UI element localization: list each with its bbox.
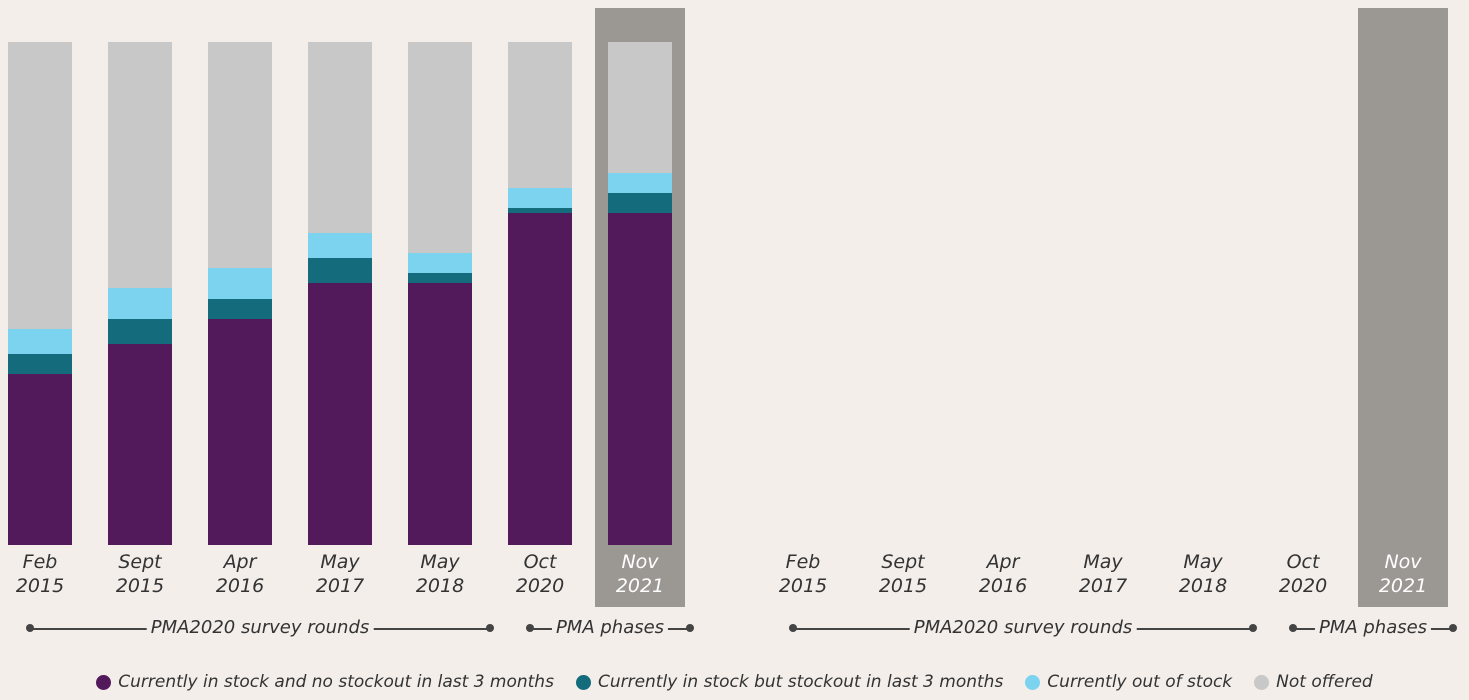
group-dot	[526, 624, 534, 632]
legend-label: Not offered	[1276, 672, 1373, 692]
bar-segment	[408, 283, 472, 545]
group-dot	[1449, 624, 1457, 632]
bar-segment	[508, 42, 572, 188]
legend-label: Currently in stock and no stockout in la…	[118, 672, 554, 692]
bar-segment	[608, 172, 672, 193]
bar-segment	[608, 213, 672, 545]
bar-segment	[108, 288, 172, 319]
x-tick-label: Nov 2021	[1378, 551, 1428, 597]
group-dot	[789, 624, 797, 632]
bar-segment	[208, 318, 272, 545]
x-tick-label: Oct 2020	[515, 551, 565, 597]
legend-label: Currently out of stock	[1047, 672, 1233, 692]
group-dot	[686, 624, 694, 632]
bar-segment	[8, 328, 72, 354]
bar-segment	[108, 343, 172, 545]
x-tick-label: Sept 2015	[878, 551, 928, 597]
legend-label: Currently in stock but stockout in last …	[597, 672, 1004, 692]
bar-segment	[508, 213, 572, 545]
legend-swatch	[96, 674, 112, 690]
x-tick-label: Nov 2021	[615, 551, 665, 597]
group-label: PMA2020 survey rounds	[909, 616, 1137, 640]
x-tick-label: Oct 2020	[1278, 551, 1328, 597]
x-tick-label: Feb 2015	[15, 551, 65, 597]
group-label: PMA phases	[1314, 616, 1432, 640]
group-dot	[26, 624, 34, 632]
bar-segment	[408, 42, 472, 254]
legend-item: Currently in stock but stockout in last …	[575, 672, 1004, 692]
bar-segment	[208, 42, 272, 269]
bar-segment	[108, 318, 172, 344]
x-tick-label: May 2017	[315, 551, 365, 597]
legend-item: Not offered	[1254, 672, 1373, 692]
x-tick-label: May 2018	[1178, 551, 1228, 597]
group-label: PMA2020 survey rounds	[146, 616, 374, 640]
legend-item: Currently in stock and no stockout in la…	[96, 672, 554, 692]
legend-item: Currently out of stock	[1025, 672, 1232, 692]
bar-segment	[8, 353, 72, 374]
x-tick-label: Apr 2016	[978, 551, 1028, 597]
group-dot	[486, 624, 494, 632]
highlight	[1358, 8, 1448, 607]
bar-segment	[308, 42, 372, 234]
legend-swatch	[1254, 674, 1270, 690]
bar-segment	[608, 42, 672, 173]
x-tick-label: Sept 2015	[115, 551, 165, 597]
bar-segment	[408, 273, 472, 284]
group-label: PMA phases	[551, 616, 669, 640]
x-tick-label: May 2018	[415, 551, 465, 597]
legend: Currently in stock and no stockout in la…	[0, 672, 1469, 692]
bar-segment	[308, 233, 372, 259]
legend-swatch	[1025, 674, 1041, 690]
bar-segment	[508, 187, 572, 208]
x-tick-label: Apr 2016	[215, 551, 265, 597]
bar-segment	[308, 283, 372, 545]
bar-segment	[508, 207, 572, 213]
group-dot	[1249, 624, 1257, 632]
bar-segment	[8, 42, 72, 329]
x-tick-label: Feb 2015	[778, 551, 828, 597]
bar-segment	[208, 298, 272, 319]
bar-segment	[108, 42, 172, 289]
bar-segment	[608, 192, 672, 213]
group-dot	[1289, 624, 1297, 632]
bar-segment	[8, 373, 72, 545]
bar-segment	[308, 258, 372, 284]
x-tick-label: May 2017	[1078, 551, 1128, 597]
bar-segment	[208, 268, 272, 299]
legend-swatch	[575, 674, 591, 690]
bar-segment	[408, 253, 472, 274]
